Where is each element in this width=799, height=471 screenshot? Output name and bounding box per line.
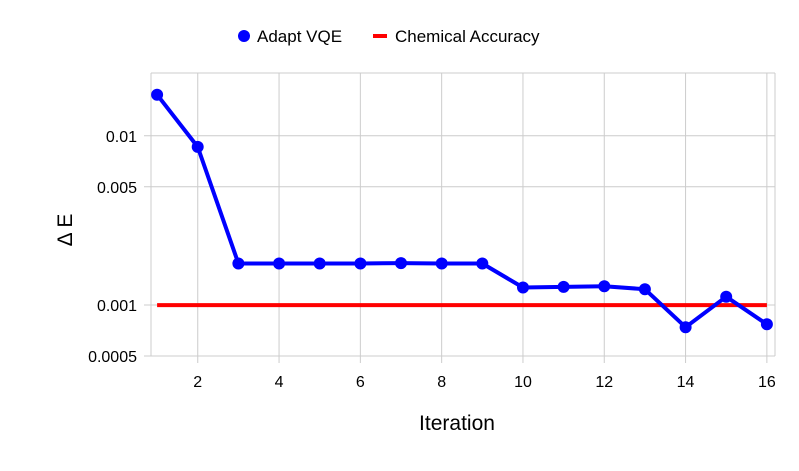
y-tick-label: 0.005 [97, 180, 137, 197]
legend: Adapt VQE Chemical Accuracy [238, 27, 540, 46]
y-axis-ticks: 0.0005 0.001 0.005 0.01 [88, 129, 137, 366]
y-axis-title: Δ E [54, 214, 77, 247]
x-axis-title: Iteration [419, 412, 495, 435]
y-tick-label: 0.0005 [88, 349, 137, 366]
grid [144, 72, 776, 363]
data-point [232, 257, 245, 270]
data-point [760, 318, 773, 331]
plot-series [151, 88, 773, 334]
x-tick-label: 10 [514, 374, 532, 391]
legend-marker-adapt-vqe [238, 30, 250, 42]
data-point [679, 321, 692, 334]
x-tick-label: 4 [275, 374, 284, 391]
x-tick-label: 16 [758, 374, 776, 391]
x-tick-label: 14 [677, 374, 695, 391]
data-point [720, 290, 733, 303]
data-point [517, 281, 529, 294]
data-point [354, 257, 367, 270]
data-point [476, 257, 489, 270]
legend-label-chemical-accuracy: Chemical Accuracy [395, 27, 540, 46]
x-tick-label: 8 [437, 374, 446, 391]
data-point [313, 257, 326, 270]
x-tick-label: 6 [356, 374, 365, 391]
x-tick-label: 12 [595, 374, 613, 391]
data-point [151, 88, 164, 101]
x-tick-label: 2 [193, 374, 202, 391]
legend-label-adapt-vqe: Adapt VQE [257, 27, 342, 46]
data-point [435, 257, 448, 270]
data-point [273, 257, 286, 270]
data-point [557, 280, 570, 293]
data-point [395, 257, 407, 270]
x-axis-ticks: 2 4 6 8 10 12 14 16 [193, 374, 776, 391]
y-tick-label: 0.01 [106, 129, 137, 146]
y-tick-label: 0.001 [97, 298, 137, 315]
data-point [598, 280, 611, 293]
data-point [638, 283, 651, 296]
data-point [191, 140, 204, 153]
series-line-adapt-vqe [155, 93, 769, 330]
